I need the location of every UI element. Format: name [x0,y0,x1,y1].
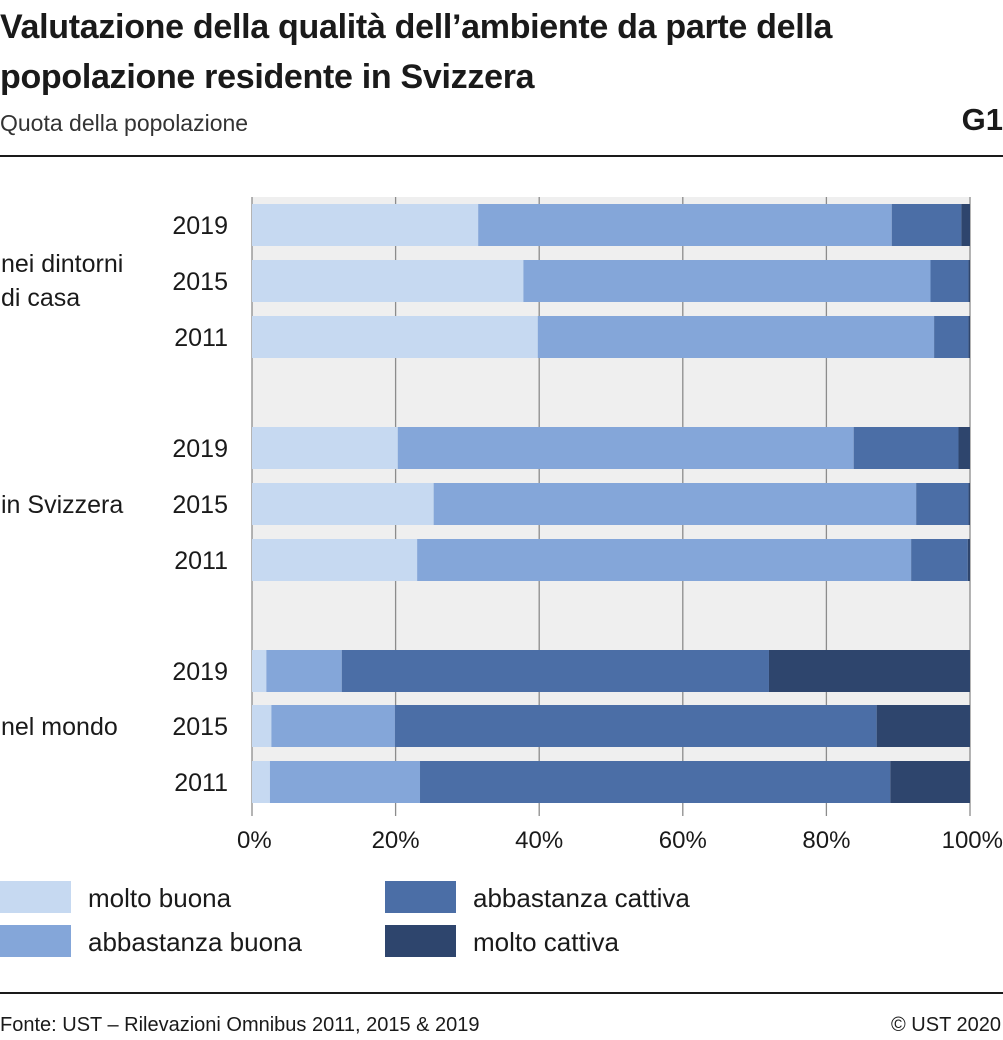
bar-segment-molto-buona [252,204,479,246]
group-label: nel mondo [1,713,118,741]
year-label: 2015 [172,268,228,296]
legend-label-molto-buona: molto buona [88,883,232,913]
group-label: di casa [1,284,80,312]
bar-segment-molto-buona [252,483,434,525]
x-tick-label: 40% [515,827,563,854]
year-label: 2019 [172,212,228,240]
legend-label-molto-cattiva: molto cattiva [473,927,619,957]
top-divider [0,155,1003,157]
legend-swatch-abbastanza-cattiva [385,881,456,913]
year-label: 2019 [172,658,228,686]
bar-segment-molto-cattiva [968,260,970,302]
bar-segment-abbastanza-cattiva [930,260,969,302]
legend-item-molto-buona: molto buona [0,881,300,915]
bar-segment-molto-buona [252,539,418,581]
bar-segment-molto-cattiva [961,204,970,246]
bar-segment-abbastanza-buona [433,483,917,525]
bar-segment-abbastanza-buona [271,705,395,747]
legend-swatch-molto-cattiva [385,925,456,957]
bar-segment-abbastanza-buona [478,204,892,246]
bar-segment-abbastanza-cattiva [911,539,968,581]
legend-item-abbastanza-cattiva: abbastanza cattiva [385,881,745,915]
source-note: Fonte: UST – Rilevazioni Omnibus 2011, 2… [0,1014,480,1036]
year-label: 2015 [172,491,228,519]
legend-swatch-abbastanza-buona [0,925,71,957]
legend-label-abbastanza-cattiva: abbastanza cattiva [473,883,690,913]
bar-segment-abbastanza-cattiva [420,761,891,803]
bar-segment-molto-cattiva [958,427,970,469]
legend-item-abbastanza-buona: abbastanza buona [0,925,360,959]
bar-segment-abbastanza-buona [269,761,421,803]
bar-segment-abbastanza-buona [266,650,342,692]
bar-segment-molto-buona [252,260,524,302]
bar-segment-molto-cattiva [768,650,970,692]
stacked-bar-chart: 0% 20% 40% 60% 80% 100% 2019 2015 2011 nei dintor… [1,197,1003,854]
bottom-divider [0,992,1003,994]
bar-segment-abbastanza-cattiva [934,316,969,358]
x-tick-label: 0% [237,827,272,854]
bar-segment-abbastanza-buona [523,260,931,302]
bar-segment-abbastanza-cattiva [853,427,959,469]
bar-segment-abbastanza-cattiva [394,705,877,747]
bar-segment-molto-cattiva [968,316,970,358]
year-label: 2011 [174,324,228,352]
x-tick-label: 20% [372,827,420,854]
group-label: in Svizzera [1,491,123,519]
bar-segment-molto-cattiva [890,761,970,803]
bar-segment-molto-buona [252,761,270,803]
group-label: nei dintorni [1,250,123,278]
bar-segment-molto-cattiva [876,705,970,747]
bar-segment-molto-cattiva [967,539,970,581]
x-tick-label: 60% [659,827,707,854]
year-label: 2015 [172,713,228,741]
bar-segment-molto-buona [252,316,538,358]
bar-segment-abbastanza-cattiva [341,650,769,692]
chart-code: G1 [961,102,1003,137]
year-label: 2011 [174,547,228,575]
bar-segment-abbastanza-cattiva [891,204,962,246]
bar-segment-molto-cattiva [968,483,970,525]
bar-segment-molto-buona [252,705,272,747]
chart-subtitle: Quota della popolazione [0,110,249,136]
legend-swatch-molto-buona [0,881,71,913]
x-tick-label: 80% [802,827,850,854]
copyright-note: © UST 2020 [891,1014,1001,1036]
year-label: 2019 [172,435,228,463]
bar-segment-abbastanza-buona [397,427,854,469]
chart-title: Valutazione della qualità dell’ambiente … [0,8,833,96]
bar-segment-abbastanza-buona [537,316,935,358]
legend-item-molto-cattiva: molto cattiva [385,925,685,959]
bar-segment-abbastanza-buona [417,539,912,581]
x-tick-label: 100% [942,827,1003,854]
legend-label-abbastanza-buona: abbastanza buona [88,927,302,957]
bar-segment-molto-buona [252,650,267,692]
bar-segment-abbastanza-cattiva [916,483,969,525]
year-label: 2011 [174,769,228,797]
bar-segment-molto-buona [252,427,398,469]
